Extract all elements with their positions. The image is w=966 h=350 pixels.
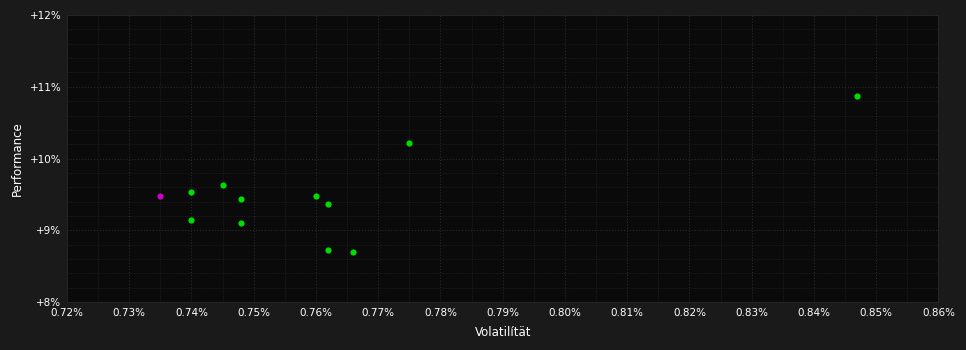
Point xyxy=(153,193,168,199)
X-axis label: Volatilítät: Volatilítät xyxy=(474,326,531,339)
Point xyxy=(184,217,199,222)
Point xyxy=(308,193,324,199)
Point xyxy=(184,189,199,195)
Point xyxy=(321,247,336,252)
Point xyxy=(234,197,249,202)
Point xyxy=(234,220,249,226)
Y-axis label: Performance: Performance xyxy=(12,121,24,196)
Point xyxy=(321,201,336,206)
Point xyxy=(850,93,866,99)
Point xyxy=(346,249,361,254)
Point xyxy=(402,140,417,146)
Point xyxy=(214,182,230,188)
